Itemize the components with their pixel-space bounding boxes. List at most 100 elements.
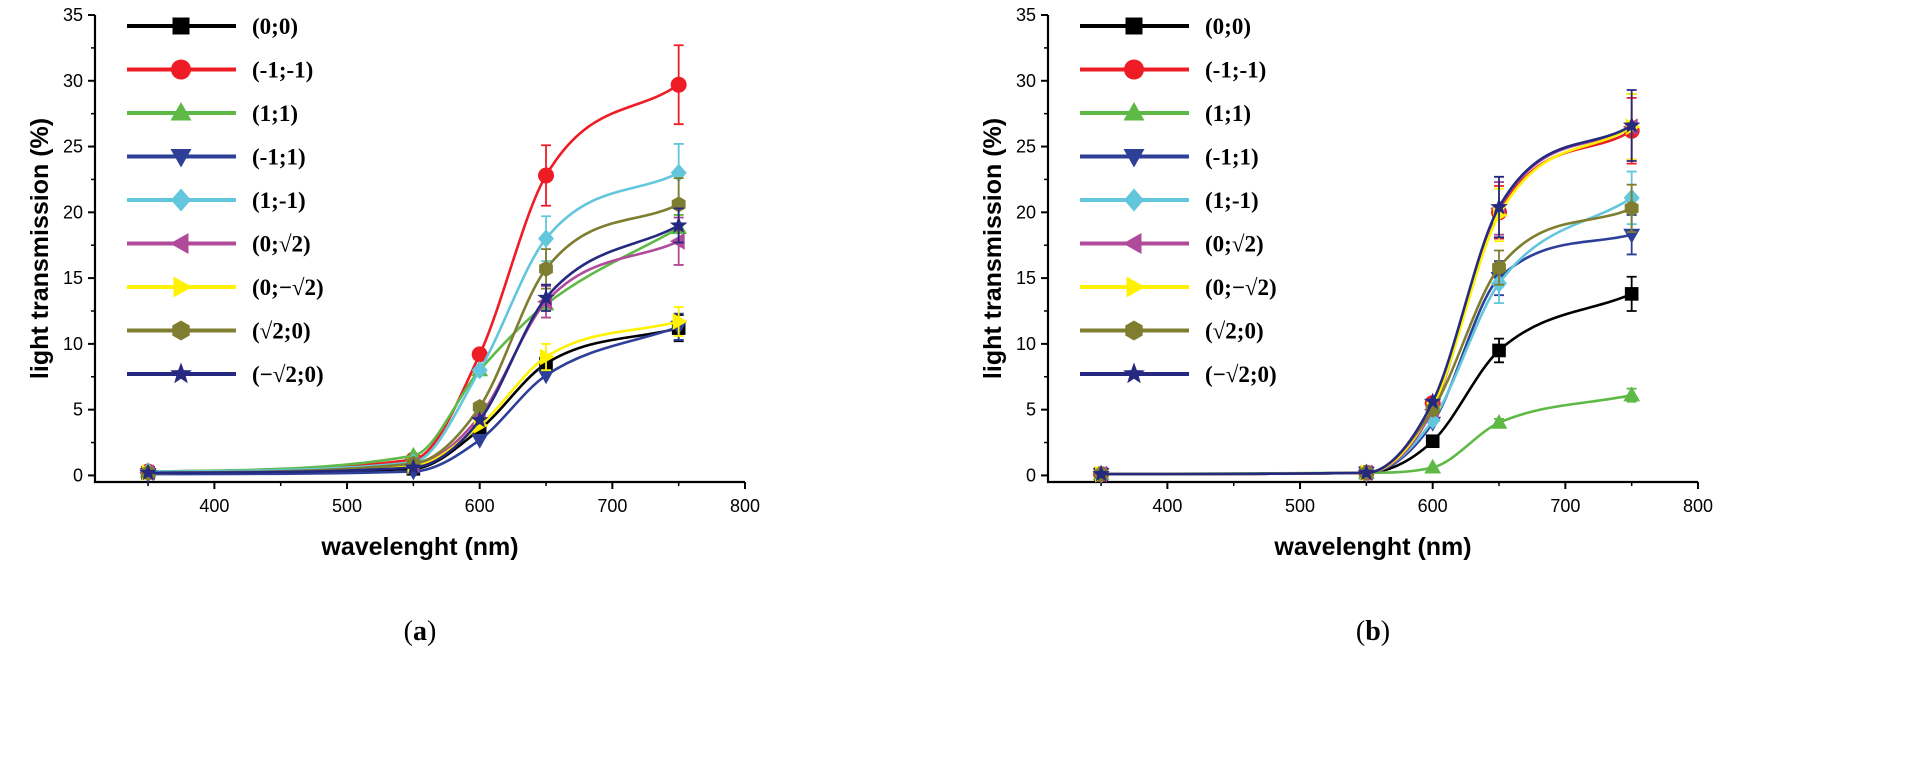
- legend-marker: [1125, 320, 1143, 341]
- legend-marker: [172, 17, 190, 35]
- series-4: [140, 143, 687, 481]
- series-line: [1101, 125, 1633, 476]
- legend-marker: [1124, 188, 1144, 212]
- axes-frame: [1046, 15, 1698, 484]
- axes-frame: [93, 15, 745, 484]
- y-tick-label: 20: [63, 202, 83, 222]
- data-point: [1424, 458, 1442, 474]
- y-tick-label: 0: [1026, 465, 1036, 485]
- series-8: [1092, 89, 1641, 482]
- legend-label: (0;−√2): [1205, 275, 1277, 300]
- x-tick-label: 800: [1683, 496, 1713, 516]
- series-line: [148, 240, 680, 475]
- data-point: [404, 458, 423, 475]
- panel-caption: (b): [1356, 616, 1390, 647]
- legend-label: (1;-1): [1205, 188, 1259, 213]
- x-tick-label: 600: [1418, 496, 1448, 516]
- legend-marker: [1126, 276, 1145, 298]
- y-tick-label: 15: [63, 268, 83, 288]
- legend-marker: [173, 276, 192, 298]
- y-tick-label: 20: [1016, 202, 1036, 222]
- legend-marker: [1123, 233, 1142, 254]
- y-tick-label: 30: [63, 71, 83, 91]
- data-point: [1357, 463, 1376, 481]
- legend-marker: [1123, 102, 1145, 121]
- y-axis-title: light transmission (%): [26, 118, 54, 379]
- x-tick-label: 700: [1550, 496, 1580, 516]
- data-point: [539, 260, 553, 277]
- data-point: [471, 361, 488, 380]
- data-point: [537, 369, 555, 385]
- legend-label: (-1;-1): [1205, 58, 1266, 83]
- legend-label: (0;0): [1205, 14, 1251, 39]
- legend-label: (0;−√2): [252, 275, 324, 300]
- x-tick-label: 800: [730, 496, 760, 516]
- y-tick-label: 5: [73, 400, 83, 420]
- series-line: [1101, 393, 1632, 476]
- legend-label: (0;√2): [252, 232, 311, 257]
- data-point: [1492, 343, 1506, 358]
- chart-panel-b: 0 5 10 15 20 25 30 35 400 500 600 700 800 wavelenght …: [979, 5, 1713, 647]
- legend: (0;0) (-1;-1) (1;1) (-1;1) (1;-1) (0;√2) (0;−√…: [127, 14, 324, 387]
- legend-marker: [172, 320, 190, 341]
- legend-label: (1;1): [252, 101, 298, 126]
- chart-panel-a: 0 5 10 15 20 25 30 35 400 500 600 700 800 wavelenght …: [26, 5, 760, 647]
- series-line: [1101, 124, 1633, 476]
- data-point: [538, 167, 555, 184]
- series-line: [1101, 129, 1633, 476]
- data-point: [1624, 287, 1639, 301]
- y-tick-label: 5: [1026, 400, 1036, 420]
- data-point: [1623, 386, 1641, 402]
- x-tick-label: 400: [1152, 496, 1182, 516]
- y-axis-title: light transmission (%): [979, 118, 1007, 379]
- legend: (0;0) (-1;-1) (1;1) (-1;1) (1;-1) (0;√2) (0;−√…: [1080, 14, 1277, 387]
- data-point: [537, 288, 555, 306]
- y-tick-label: 35: [1016, 5, 1036, 25]
- data-point: [1423, 392, 1442, 410]
- legend-marker: [170, 149, 192, 168]
- legend-label: (-1;-1): [252, 58, 313, 83]
- y-tick-label: 10: [1016, 334, 1036, 354]
- data-point: [1624, 200, 1639, 217]
- data-point: [540, 348, 555, 366]
- legend-label: (−√2;0): [1205, 362, 1277, 387]
- legend-label: (√2;0): [1205, 319, 1264, 344]
- y-tick-label: 0: [73, 465, 83, 485]
- y-tick-label: 10: [63, 334, 83, 354]
- y-tick-label: 35: [63, 5, 83, 25]
- data-point: [139, 463, 157, 481]
- panel-caption: (a): [404, 616, 437, 647]
- legend-label: (-1;1): [1205, 145, 1259, 170]
- series-7: [1094, 183, 1639, 483]
- legend-label: (1;-1): [252, 188, 306, 213]
- legend-label: (−√2;0): [252, 362, 324, 387]
- legend-label: (0;√2): [1205, 232, 1264, 257]
- data-point: [1092, 464, 1110, 482]
- series-line: [1101, 233, 1633, 476]
- data-point: [672, 313, 688, 330]
- y-tick-label: 15: [1016, 268, 1036, 288]
- legend-marker: [170, 102, 192, 121]
- data-point: [1622, 116, 1641, 133]
- x-axis-title: wavelenght (nm): [320, 533, 518, 561]
- x-axis-title: wavelenght (nm): [1273, 533, 1471, 561]
- series-line: [148, 83, 680, 473]
- data-point: [1490, 197, 1508, 215]
- x-tick-label: 400: [199, 496, 229, 516]
- legend-label: (0;0): [252, 14, 298, 39]
- data-point: [471, 433, 489, 449]
- data-point: [669, 216, 688, 233]
- x-tick-label: 700: [597, 496, 627, 516]
- legend-label: (-1;1): [252, 145, 306, 170]
- legend-label: (√2;0): [252, 319, 311, 344]
- legend-marker: [170, 233, 189, 254]
- legend-marker: [1124, 59, 1144, 80]
- legend-label: (1;1): [1205, 101, 1251, 126]
- data-point: [669, 232, 685, 250]
- series-line: [148, 171, 680, 473]
- legend-marker: [171, 188, 191, 212]
- data-point: [1490, 414, 1508, 429]
- series-line: [1101, 196, 1633, 476]
- y-tick-label: 30: [1016, 71, 1036, 91]
- x-tick-label: 500: [1285, 496, 1315, 516]
